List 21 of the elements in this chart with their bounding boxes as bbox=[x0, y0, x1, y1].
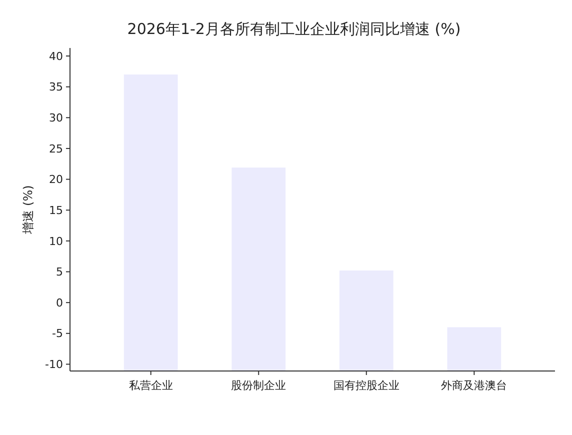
y-axis-title: 增速 (%) bbox=[21, 185, 35, 235]
y-tick-label: 35 bbox=[49, 80, 63, 94]
chart-title: 2026年1-2月各所有制工业企业利润同比增速 (%) bbox=[127, 20, 461, 38]
y-tick-label: -5 bbox=[52, 327, 63, 340]
y-tick-label: 15 bbox=[49, 204, 63, 217]
bar bbox=[339, 270, 394, 371]
y-tick-label: 40 bbox=[49, 50, 63, 63]
y-tick-label: 5 bbox=[56, 266, 63, 279]
y-tick-label: -10 bbox=[45, 358, 63, 372]
y-tick-label: 10 bbox=[49, 234, 63, 248]
y-tick-label: 30 bbox=[49, 112, 63, 125]
x-tick-label: 股份制企业 bbox=[231, 379, 286, 392]
x-tick-label: 私营企业 bbox=[128, 379, 173, 392]
x-tick-label: 国有控股企业 bbox=[333, 379, 400, 392]
y-tick-label: 25 bbox=[49, 142, 63, 156]
bar bbox=[232, 168, 286, 371]
bar bbox=[447, 327, 502, 371]
bar bbox=[124, 74, 178, 371]
y-tick-label: 20 bbox=[49, 173, 63, 186]
x-tick-label: 外商及港澳台 bbox=[441, 379, 508, 392]
y-tick-label: 0 bbox=[56, 296, 63, 310]
